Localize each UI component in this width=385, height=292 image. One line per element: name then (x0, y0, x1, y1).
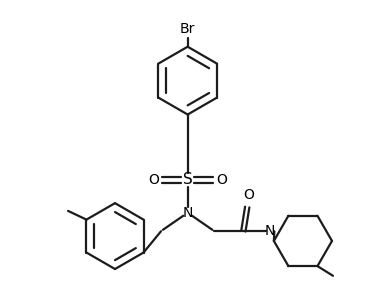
Text: N: N (182, 206, 193, 220)
Text: O: O (216, 173, 227, 187)
Text: S: S (183, 172, 192, 187)
Text: O: O (243, 188, 254, 202)
Text: Br: Br (180, 22, 195, 36)
Text: N: N (265, 224, 275, 238)
Text: O: O (148, 173, 159, 187)
